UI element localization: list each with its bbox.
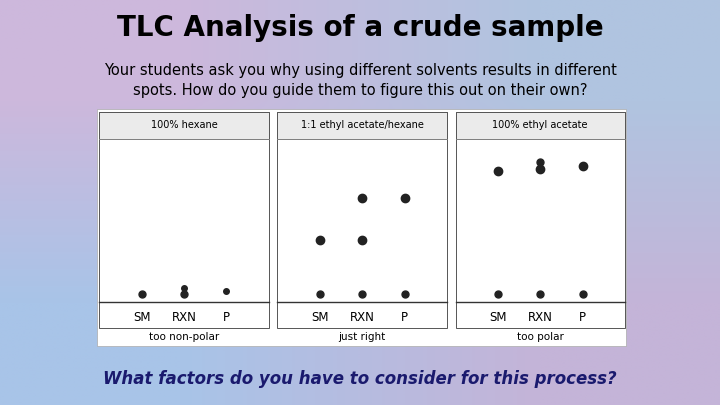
Bar <box>277 112 447 139</box>
Text: Your students ask you why using different solvents results in different
spots. H: Your students ask you why using differen… <box>104 63 616 98</box>
Text: RXN: RXN <box>350 311 374 324</box>
Text: 1:1 ethyl acetate/hexane: 1:1 ethyl acetate/hexane <box>301 120 423 130</box>
Text: SM: SM <box>489 311 507 324</box>
Text: just right: just right <box>338 332 386 342</box>
Bar <box>277 112 447 328</box>
Text: too non-polar: too non-polar <box>149 332 219 342</box>
Text: TLC Analysis of a crude sample: TLC Analysis of a crude sample <box>117 14 603 42</box>
Bar <box>99 112 269 139</box>
Text: SM: SM <box>311 311 328 324</box>
Text: too polar: too polar <box>517 332 564 342</box>
Bar <box>456 112 625 139</box>
Bar <box>99 112 269 328</box>
Text: What factors do you have to consider for this process?: What factors do you have to consider for… <box>103 370 617 388</box>
Bar <box>456 112 625 328</box>
Text: RXN: RXN <box>171 311 197 324</box>
Text: SM: SM <box>133 311 150 324</box>
Text: P: P <box>401 311 408 324</box>
Text: P: P <box>579 311 586 324</box>
Text: 100% hexane: 100% hexane <box>150 120 217 130</box>
Text: 100% ethyl acetate: 100% ethyl acetate <box>492 120 588 130</box>
Bar <box>97 109 626 346</box>
Text: P: P <box>223 311 230 324</box>
Text: RXN: RXN <box>528 311 553 324</box>
